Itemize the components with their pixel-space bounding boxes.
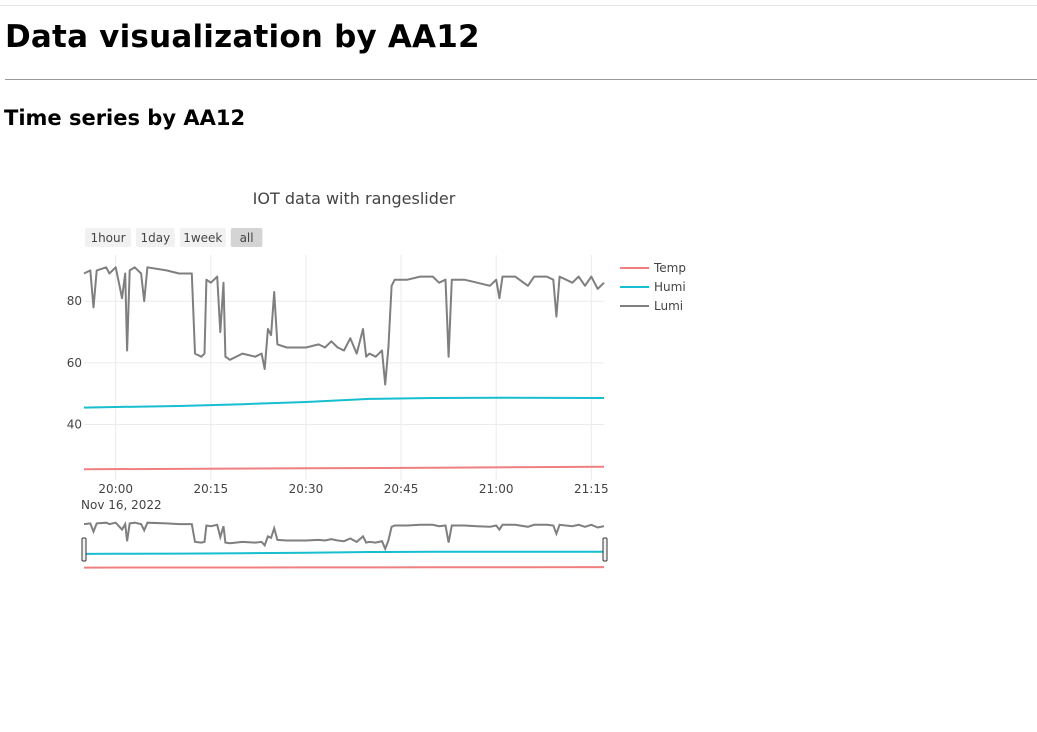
top-border (0, 5, 1037, 6)
slider-handle-left[interactable] (81, 537, 87, 562)
y-tick-label: 40 (67, 418, 82, 432)
range-button-bg (85, 228, 131, 247)
grid-lines (84, 255, 604, 480)
legend-item-lumi[interactable]: Lumi (620, 299, 683, 313)
x-tick-label: 20:00 (98, 482, 133, 496)
legend-item-humi[interactable]: Humi (620, 280, 686, 294)
x-tick-label: 21:00 (479, 482, 514, 496)
range-button-1hour[interactable]: 1hour (85, 228, 131, 247)
x-tick-label: 20:30 (289, 482, 324, 496)
series-line-temp (83, 465, 605, 471)
chart-title: IOT data with rangeslider (253, 189, 456, 208)
y-tick-label: 60 (67, 356, 82, 370)
x-date-label: Nov 16, 2022 (81, 498, 162, 512)
x-tick-label: 20:45 (384, 482, 419, 496)
x-axis: 20:00 20:15 20:30 20:45 21:00 21:15 (98, 482, 608, 496)
range-selector: 1hour 1day 1week all (85, 228, 263, 247)
slider-line-lumi (83, 520, 605, 552)
x-tick-label: 21:15 (574, 482, 609, 496)
x-tick-label: 20:15 (194, 482, 229, 496)
slider-handle-right[interactable] (602, 537, 608, 562)
range-button-bg (136, 228, 175, 247)
range-button-bg (230, 228, 263, 247)
series-line-humi (83, 396, 605, 409)
range-slider[interactable] (81, 517, 608, 573)
plot-area[interactable] (83, 266, 605, 471)
legend-label: Lumi (654, 299, 683, 313)
page-title: Data visualization by AA12 (5, 19, 480, 55)
section-title: Time series by AA12 (4, 106, 246, 130)
y-axis: 40 60 80 (67, 294, 82, 431)
legend-label: Temp (653, 261, 686, 275)
series-line-lumi (83, 266, 605, 386)
range-button-bg (179, 228, 226, 247)
range-slider-bg (83, 517, 605, 573)
range-button-1week[interactable]: 1week (179, 228, 226, 247)
range-button-all[interactable]: all (230, 228, 263, 247)
range-button-label: 1hour (90, 231, 125, 245)
range-button-label: 1day (141, 231, 171, 245)
legend-label: Humi (654, 280, 686, 294)
range-button-1day[interactable]: 1day (136, 228, 175, 247)
range-button-label: all (240, 231, 254, 245)
range-button-label: 1week (183, 231, 222, 245)
slider-line-temp (83, 566, 605, 569)
slider-line-humi (83, 550, 605, 555)
legend: Temp Humi Lumi (620, 261, 686, 313)
legend-item-temp[interactable]: Temp (620, 261, 686, 275)
y-tick-label: 80 (67, 294, 82, 308)
horizontal-rule (5, 79, 1037, 80)
